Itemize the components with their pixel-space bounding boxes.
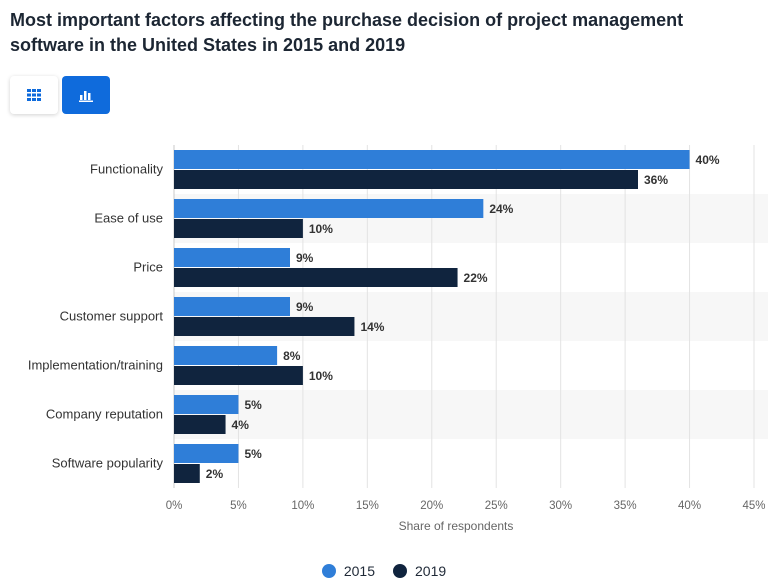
data-label-2015: 8% [283, 349, 301, 363]
legend-label-2015: 2015 [343, 563, 375, 579]
data-label-2015: 24% [489, 202, 513, 216]
bar-2019 [174, 317, 355, 336]
row-band [174, 390, 768, 439]
legend-label-2019: 2019 [415, 563, 447, 579]
x-tick-label: 35% [614, 500, 637, 512]
category-label: Functionality [90, 162, 163, 177]
bar-chart-icon [79, 90, 93, 102]
bar-2015 [174, 297, 290, 316]
chart-title: Most important factors affecting the pur… [10, 10, 684, 55]
category-label: Implementation/training [28, 358, 163, 373]
x-tick-label: 0% [166, 500, 183, 512]
bar-2015 [174, 346, 278, 365]
bar-2019 [174, 170, 638, 189]
legend-item-2019[interactable]: 2019 [393, 563, 446, 579]
bar-2015 [174, 395, 239, 414]
x-tick-label: 10% [291, 500, 314, 512]
bar-2019 [174, 366, 303, 385]
x-axis-title: Share of respondents [399, 519, 514, 533]
x-tick-label: 30% [549, 500, 572, 512]
category-label: Ease of use [94, 211, 163, 226]
x-tick-label: 15% [356, 500, 379, 512]
data-label-2015: 5% [244, 447, 262, 461]
chart-view-button[interactable] [62, 76, 110, 114]
data-label-2015: 9% [296, 300, 314, 314]
bar-2019 [174, 415, 226, 434]
view-toggle [10, 76, 110, 114]
bar-chart: Functionality Ease of use Price Customer su… [27, 145, 768, 533]
x-tick-label: 25% [485, 500, 508, 512]
data-label-2019: 2% [206, 467, 224, 481]
bar-2015 [174, 150, 690, 169]
category-label: Software popularity [52, 456, 164, 471]
x-tick-label: 40% [678, 500, 701, 512]
x-tick-label: 45% [742, 500, 765, 512]
data-label-2015: 40% [696, 153, 720, 167]
x-tick-label: 20% [420, 500, 443, 512]
legend-item-2015[interactable]: 2015 [321, 563, 375, 579]
category-label: Company reputation [46, 407, 163, 422]
data-label-2015: 5% [244, 398, 262, 412]
legend-marker-2015 [321, 564, 336, 578]
category-label: Customer support [60, 309, 164, 324]
table-view-button[interactable] [10, 76, 58, 114]
category-label: Price [133, 260, 163, 275]
x-tick-label: 5% [230, 500, 247, 512]
bar-2019 [174, 268, 458, 287]
bar-2015 [174, 248, 290, 267]
bar-2015 [174, 444, 239, 463]
data-label-2019: 10% [309, 369, 333, 383]
data-label-2019: 10% [309, 222, 333, 236]
bar-2015 [174, 199, 484, 218]
data-label-2019: 14% [360, 320, 384, 334]
data-label-2019: 4% [232, 418, 250, 432]
data-label-2015: 9% [296, 251, 314, 265]
bar-2019 [174, 464, 200, 483]
legend-marker-2019 [393, 564, 407, 578]
grid-icon [27, 89, 41, 101]
bar-2019 [174, 219, 303, 238]
legend: 2015 2019 [0, 563, 768, 579]
data-label-2019: 22% [464, 271, 488, 285]
data-label-2019: 36% [644, 173, 668, 187]
